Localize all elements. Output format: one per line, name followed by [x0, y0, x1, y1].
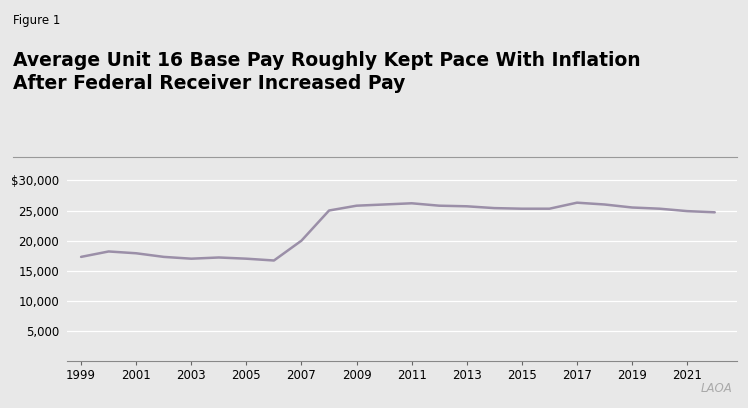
- Text: LAOA: LAOA: [701, 382, 732, 395]
- Text: Figure 1: Figure 1: [13, 14, 61, 27]
- Text: Average Unit 16 Base Pay Roughly Kept Pace With Inflation
After Federal Receiver: Average Unit 16 Base Pay Roughly Kept Pa…: [13, 51, 641, 93]
